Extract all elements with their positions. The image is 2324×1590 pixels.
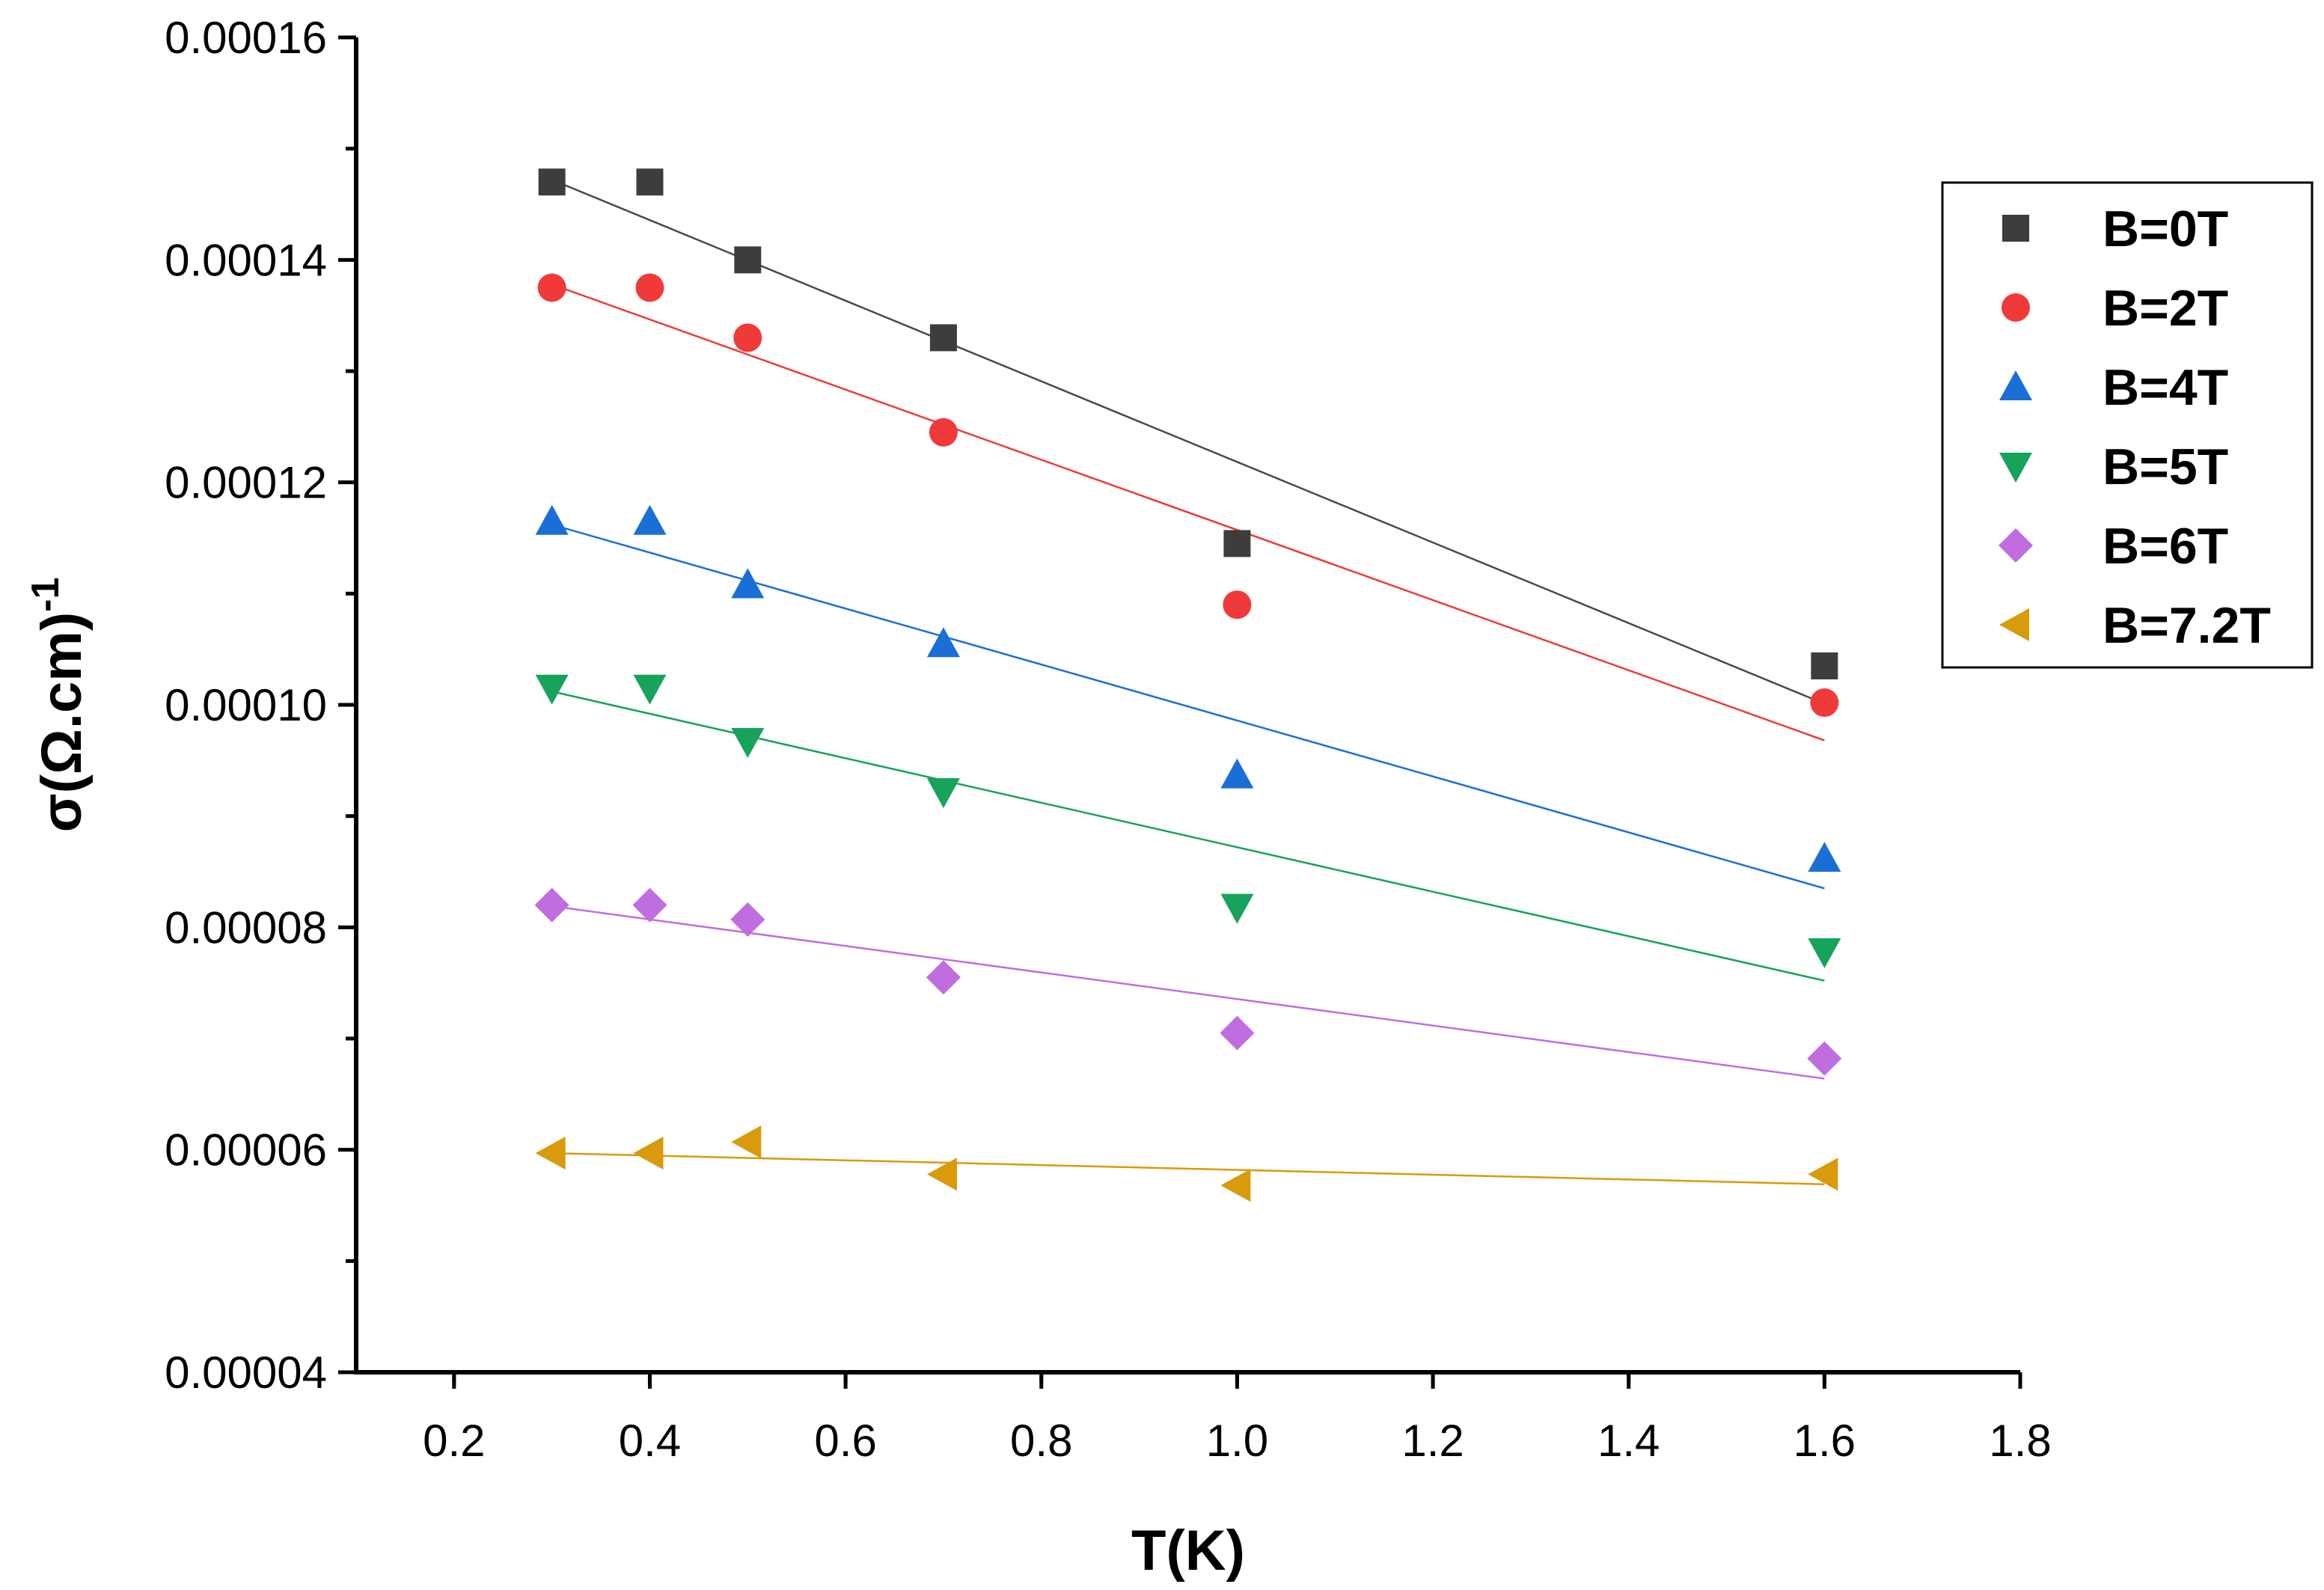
legend-marker-b-0t [2002,215,2029,242]
y-tick-label: 0.00016 [165,13,327,63]
x-tick-label: 1.2 [1401,1416,1464,1466]
legend-marker-b-6t [1999,528,2033,563]
fit-line-b-5t [551,690,1825,982]
x-tick-label: 1.0 [1206,1416,1268,1466]
legend-marker-b-7-2t [1999,608,2029,641]
data-point-b-6t [926,960,961,995]
legend-marker-b-5t [1999,453,2032,483]
data-point-b-0t [1223,530,1251,557]
legend-label-b-4t: B=4T [2103,359,2228,416]
data-point-b-7-2t [535,1137,566,1170]
data-markers [534,168,1842,1202]
data-point-b-5t [926,777,960,808]
data-point-b-6t [632,887,667,923]
x-tick-label: 0.8 [1010,1416,1072,1466]
data-point-b-2t [635,273,664,302]
data-point-b-5t [633,674,667,705]
data-point-b-2t [1810,688,1839,718]
data-point-b-2t [537,273,566,302]
x-axis-ticks: 0.2 0.4 0.6 0.8 1.0 1.2 1.4 1.6 1.8 [423,1372,2052,1466]
data-point-b-7-2t [633,1137,664,1170]
y-tick-label: 0.00004 [165,1348,327,1398]
data-point-b-7-2t [1808,1158,1838,1191]
data-point-b-0t [538,168,566,196]
data-point-b-4t [633,504,667,535]
data-point-b-4t [926,627,960,658]
legend-marker-b-4t [1999,370,2032,400]
x-tick-label: 0.2 [423,1416,485,1466]
data-point-b-7-2t [731,1125,762,1159]
data-point-b-5t [1220,893,1254,924]
legend-label-b-0t: B=0T [2103,201,2228,257]
data-point-b-6t [730,902,765,937]
legend-marker-b-2t [2002,293,2030,322]
plot-frame [354,37,2020,1375]
fit-line-b-4t [551,523,1825,890]
y-axis-title-main: σ(Ω.cm) [30,612,94,833]
data-point-b-0t [636,168,664,196]
data-point-b-5t [731,728,765,759]
data-point-b-0t [929,324,957,352]
y-tick-label: 0.00006 [165,1125,327,1175]
fit-line-b-6t [551,905,1825,1080]
data-point-b-4t [731,568,765,599]
legend-box [1941,181,2314,669]
data-point-b-4t [1220,758,1254,789]
x-tick-label: 0.4 [619,1416,681,1466]
data-point-b-2t [1223,590,1252,620]
x-axis-title: T(K) [1131,1519,1245,1583]
data-point-b-2t [929,418,958,447]
legend-label-b-7-2t: B=7.2T [2103,597,2271,654]
y-tick-label: 0.00012 [165,458,327,508]
data-point-b-5t [535,674,569,705]
fit-lines [551,179,1825,1186]
data-point-b-0t [734,246,762,274]
data-point-b-2t [733,323,762,352]
legend: B=0T B=2T B=4T B=5T B=6T B=7.2T [1941,181,2314,669]
fit-line-b-2t [551,283,1825,742]
data-point-b-6t [1220,1015,1255,1051]
data-point-b-7-2t [926,1158,957,1191]
y-tick-label: 0.00010 [165,680,327,730]
y-axis-title-exponent: -1 [24,578,67,612]
data-point-b-4t [1808,842,1841,872]
y-tick-label: 0.00008 [165,902,327,953]
y-axis-ticks: 0.00004 0.00006 0.00008 0.00010 0.00012 0.000… [165,13,356,1398]
legend-label-b-6t: B=6T [2103,518,2228,575]
x-tick-label: 1.8 [1989,1416,2051,1466]
legend-label-b-2t: B=2T [2103,280,2228,337]
data-point-b-6t [534,887,569,923]
data-point-b-7-2t [1220,1169,1251,1202]
x-tick-label: 0.6 [814,1416,876,1466]
data-point-b-4t [535,504,569,535]
y-axis-title: σ(Ω.cm)-1 [24,578,94,833]
fit-line-b-7-2t [551,1152,1825,1186]
data-point-b-5t [1808,938,1841,969]
data-point-b-0t [1811,652,1838,679]
x-tick-label: 1.6 [1794,1416,1856,1466]
x-tick-label: 1.4 [1597,1416,1660,1466]
data-point-b-6t [1807,1041,1842,1076]
y-tick-label: 0.00014 [165,235,327,285]
legend-label-b-5t: B=5T [2103,438,2228,495]
fit-line-b-0t [551,179,1825,705]
